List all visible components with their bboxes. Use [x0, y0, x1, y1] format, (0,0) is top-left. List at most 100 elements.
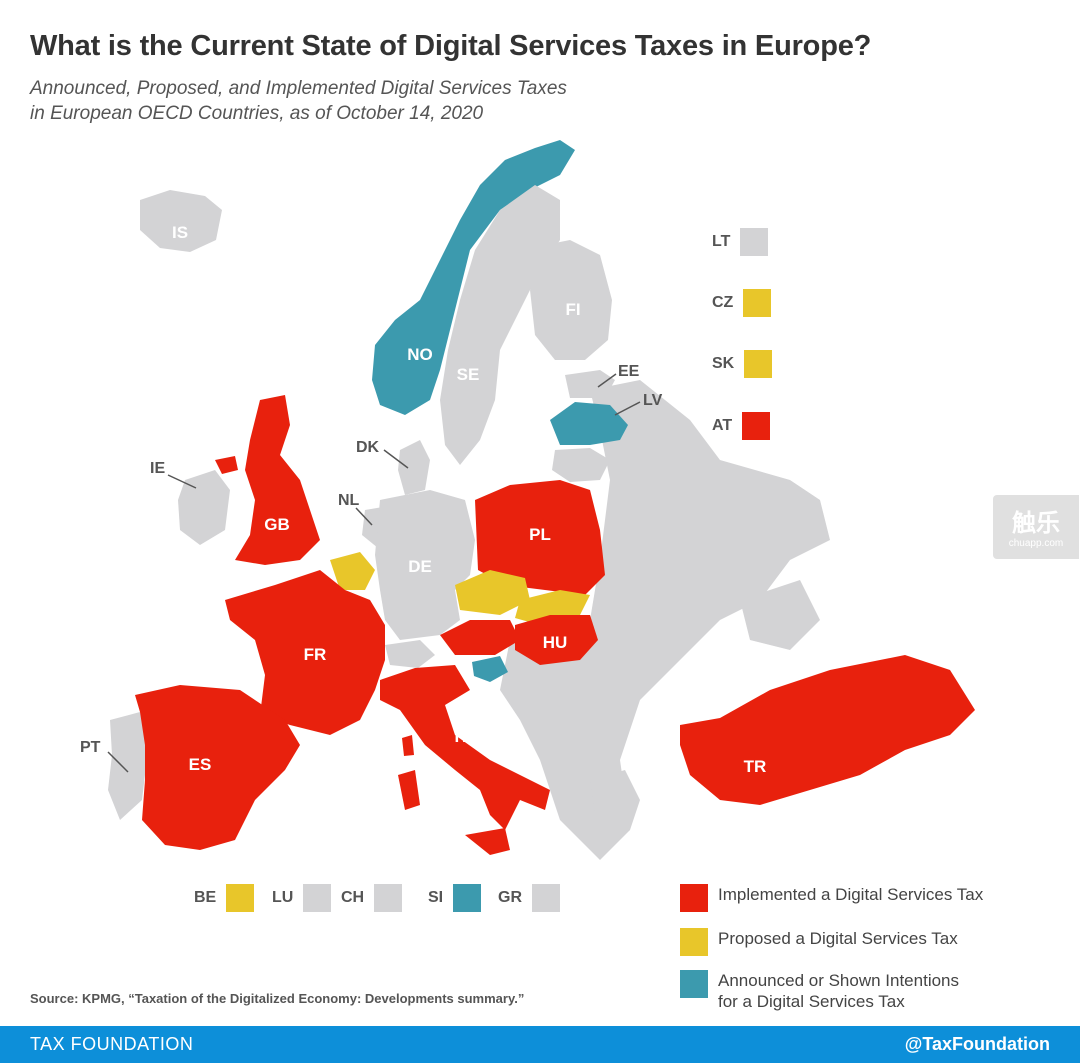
legend-announced-line-2: for a Digital Services Tax — [718, 992, 905, 1011]
leader-PT — [107, 751, 129, 773]
landmass-background — [500, 380, 830, 860]
label-HU: HU — [543, 633, 568, 652]
small-state-ch: CH — [341, 884, 403, 912]
footer-twitter-handle[interactable]: @TaxFoundation — [904, 1034, 1050, 1054]
source-note: Source: KPMG, “Taxation of the Digitaliz… — [30, 991, 525, 1006]
small-state-gr-code: GR — [498, 889, 522, 906]
country-spain[interactable] — [135, 685, 300, 850]
country-turkey[interactable] — [680, 655, 975, 805]
leader-EE — [597, 373, 617, 388]
small-state-be: BE — [194, 884, 255, 912]
small-state-sk-code: SK — [712, 355, 735, 372]
label-PT: PT — [80, 739, 101, 756]
country-hungary[interactable] — [515, 615, 598, 665]
label-FI: FI — [565, 300, 580, 319]
country-finland[interactable] — [530, 240, 612, 360]
small-state-sk-swatch — [744, 350, 773, 378]
country-latvia[interactable] — [550, 402, 628, 445]
small-state-ch-code: CH — [341, 889, 365, 906]
small-state-si: SI — [428, 884, 482, 912]
leader-NL — [355, 507, 373, 526]
legend-announced: Announced or Shown Intentions for a Digi… — [680, 970, 1038, 1012]
label-LV: LV — [643, 392, 663, 409]
small-state-cz-code: CZ — [712, 294, 734, 311]
legend-announced-swatch — [680, 970, 708, 998]
country-ireland[interactable] — [178, 470, 230, 545]
label-IS: IS — [172, 223, 188, 242]
country-denmark[interactable] — [398, 440, 430, 495]
country-poland[interactable] — [475, 480, 605, 595]
country-sardinia[interactable] — [398, 770, 420, 810]
small-state-si-code: SI — [428, 889, 444, 906]
label-GB: GB — [264, 515, 290, 534]
label-PL: PL — [529, 525, 551, 544]
country-austria[interactable] — [440, 620, 520, 655]
label-DK: DK — [356, 439, 380, 456]
landmass-caucasus — [740, 580, 820, 650]
small-state-lt-code: LT — [712, 233, 731, 250]
small-state-si-swatch — [453, 884, 482, 912]
small-state-lu-code: LU — [272, 889, 294, 906]
label-DE: DE — [408, 557, 432, 576]
subtitle-line-1: Announced, Proposed, and Implemented Dig… — [30, 78, 567, 99]
chuapp-watermark: 触乐 chuapp.com — [993, 495, 1079, 559]
country-germany[interactable] — [375, 490, 475, 640]
small-state-gr-swatch — [532, 884, 560, 912]
footer-brand: TAX FOUNDATION — [30, 1034, 194, 1054]
country-norway[interactable] — [372, 140, 575, 415]
country-greece[interactable] — [590, 770, 640, 845]
small-state-at: AT — [712, 412, 771, 440]
leader-IE — [167, 474, 197, 489]
small-state-gr: GR — [498, 884, 560, 912]
country-france[interactable] — [225, 570, 385, 735]
label-FR: FR — [304, 645, 327, 664]
small-state-ch-swatch — [374, 884, 403, 912]
small-state-lt: LT — [712, 228, 769, 256]
country-northern-ireland[interactable] — [215, 456, 238, 474]
country-estonia[interactable] — [565, 370, 615, 398]
label-NL: NL — [338, 492, 360, 509]
country-switzerland[interactable] — [385, 640, 435, 668]
legend-proposed-label: Proposed a Digital Services Tax — [718, 929, 958, 948]
subtitle: Announced, Proposed, and Implemented Dig… — [30, 76, 690, 126]
legend-proposed: Proposed a Digital Services Tax — [680, 928, 1038, 956]
small-state-sk: SK — [712, 350, 773, 378]
country-italy[interactable] — [380, 665, 550, 830]
small-state-at-code: AT — [712, 417, 733, 434]
label-NO: NO — [407, 345, 433, 364]
country-sicily[interactable] — [465, 828, 510, 855]
small-state-be-code: BE — [194, 889, 217, 906]
legend-proposed-swatch — [680, 928, 708, 956]
label-IE: IE — [150, 460, 165, 477]
country-belgium[interactable] — [330, 552, 375, 590]
legend-implemented: Implemented a Digital Services Tax — [680, 884, 1038, 912]
watermark-main: 触乐 — [1012, 510, 1060, 537]
small-state-be-swatch — [226, 884, 255, 912]
small-state-cz-swatch — [743, 289, 772, 317]
label-EE: EE — [618, 363, 640, 380]
label-ES: ES — [189, 755, 212, 774]
country-great-britain[interactable] — [235, 395, 320, 565]
country-sweden[interactable] — [440, 185, 560, 465]
label-IT: IT — [454, 727, 470, 746]
leader-LV — [614, 401, 641, 416]
legend-implemented-label: Implemented a Digital Services Tax — [718, 885, 984, 904]
legend-announced-line-1: Announced or Shown Intentions — [718, 971, 960, 990]
legend-implemented-swatch — [680, 884, 708, 912]
country-czechia[interactable] — [455, 570, 530, 615]
leader-DK — [383, 449, 409, 469]
small-state-lu: LU — [272, 884, 332, 912]
country-lithuania[interactable] — [552, 448, 610, 482]
label-TR: TR — [744, 757, 767, 776]
small-state-lu-swatch — [303, 884, 332, 912]
country-iceland[interactable] — [140, 190, 222, 252]
small-state-cz: CZ — [712, 289, 772, 317]
country-corsica[interactable] — [402, 735, 414, 756]
small-state-lt-swatch — [740, 228, 769, 256]
legend-announced-label: Announced or Shown Intentions for a Digi… — [718, 970, 1038, 1012]
country-portugal[interactable] — [108, 712, 148, 820]
footer-bar: TAX FOUNDATION @TaxFoundation — [0, 1026, 1080, 1063]
country-slovenia[interactable] — [472, 656, 508, 682]
small-state-at-swatch — [742, 412, 771, 440]
